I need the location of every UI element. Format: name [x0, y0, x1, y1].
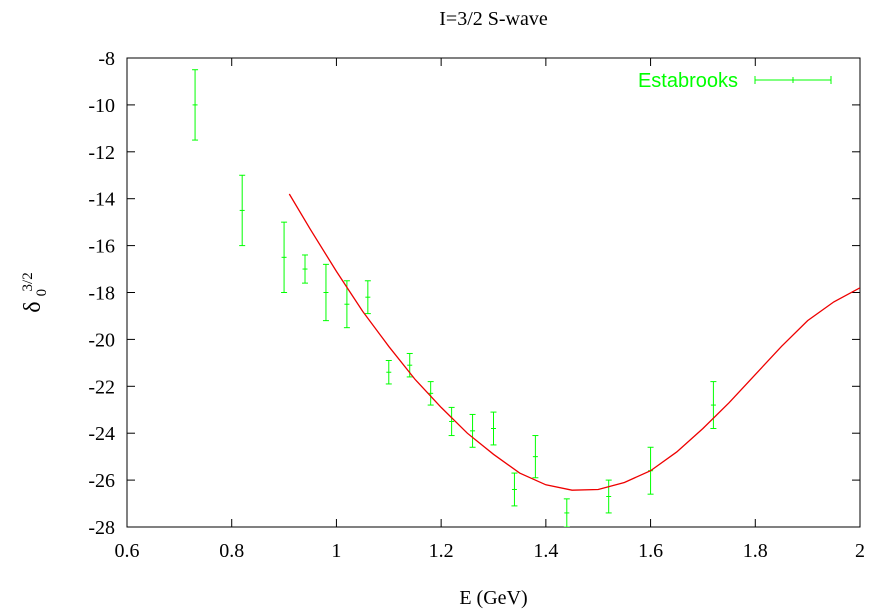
y-tick-label: -28 [88, 517, 115, 539]
y-axis-title-subscript: 0 [34, 289, 50, 297]
y-tick-label: -12 [88, 142, 115, 164]
legend-label-estabrooks: Estabrooks [638, 70, 738, 92]
data-point [239, 174, 246, 247]
data-point [427, 381, 434, 406]
x-tick-label: 1 [331, 540, 341, 562]
legend: Estabrooks [638, 70, 832, 92]
data-point [490, 411, 497, 446]
data-point [511, 472, 518, 507]
y-axis-title-superscript: 3/2 [20, 272, 36, 291]
y-tick-label: -14 [88, 189, 115, 211]
data-point [281, 221, 288, 293]
data-point [605, 479, 612, 514]
y-tick-label: -16 [88, 236, 115, 258]
x-tick-label: 2 [855, 540, 865, 562]
y-tick-label: -18 [88, 283, 115, 305]
data-point [192, 69, 199, 141]
x-tick-label: 1.8 [743, 540, 768, 562]
y-tick-label: -24 [88, 423, 115, 445]
series-estabrooks [192, 69, 717, 527]
data-point [563, 498, 570, 527]
data-point [710, 381, 717, 430]
y-tick-label: -8 [98, 48, 115, 70]
fit-curve-line [288, 193, 860, 491]
data-point [364, 280, 371, 315]
x-tick-label: 1.6 [638, 540, 663, 562]
x-axis-title: E (GeV) [459, 587, 527, 609]
plot-frame [126, 57, 861, 528]
data-point [469, 413, 476, 448]
data-point [322, 263, 329, 322]
x-tick-label: 1.4 [533, 540, 558, 562]
x-tick-label: 0.8 [219, 540, 244, 562]
data-point [385, 360, 392, 385]
x-tick-label: 1.2 [429, 540, 454, 562]
y-axis-title: δ 0 3/2 [20, 272, 51, 312]
y-axis-title-base: δ [20, 301, 46, 312]
y-tick-label: -20 [88, 329, 115, 351]
data-point [448, 406, 455, 437]
x-tick-label: 0.6 [115, 540, 140, 562]
series-layer [192, 69, 860, 527]
y-tick-label: -26 [88, 470, 115, 492]
chart-title: I=3/2 S-wave [439, 8, 548, 30]
data-point [532, 435, 539, 479]
data-point [302, 254, 309, 284]
data-point [343, 280, 350, 329]
y-tick-label: -22 [88, 376, 115, 398]
y-tick-label: -10 [88, 95, 115, 117]
ticks-layer: 0.6 0.8 1 1.2 1.4 1.6 1.8 2 -28 -26 -24 -22 -20 -18 -1… [88, 48, 865, 562]
